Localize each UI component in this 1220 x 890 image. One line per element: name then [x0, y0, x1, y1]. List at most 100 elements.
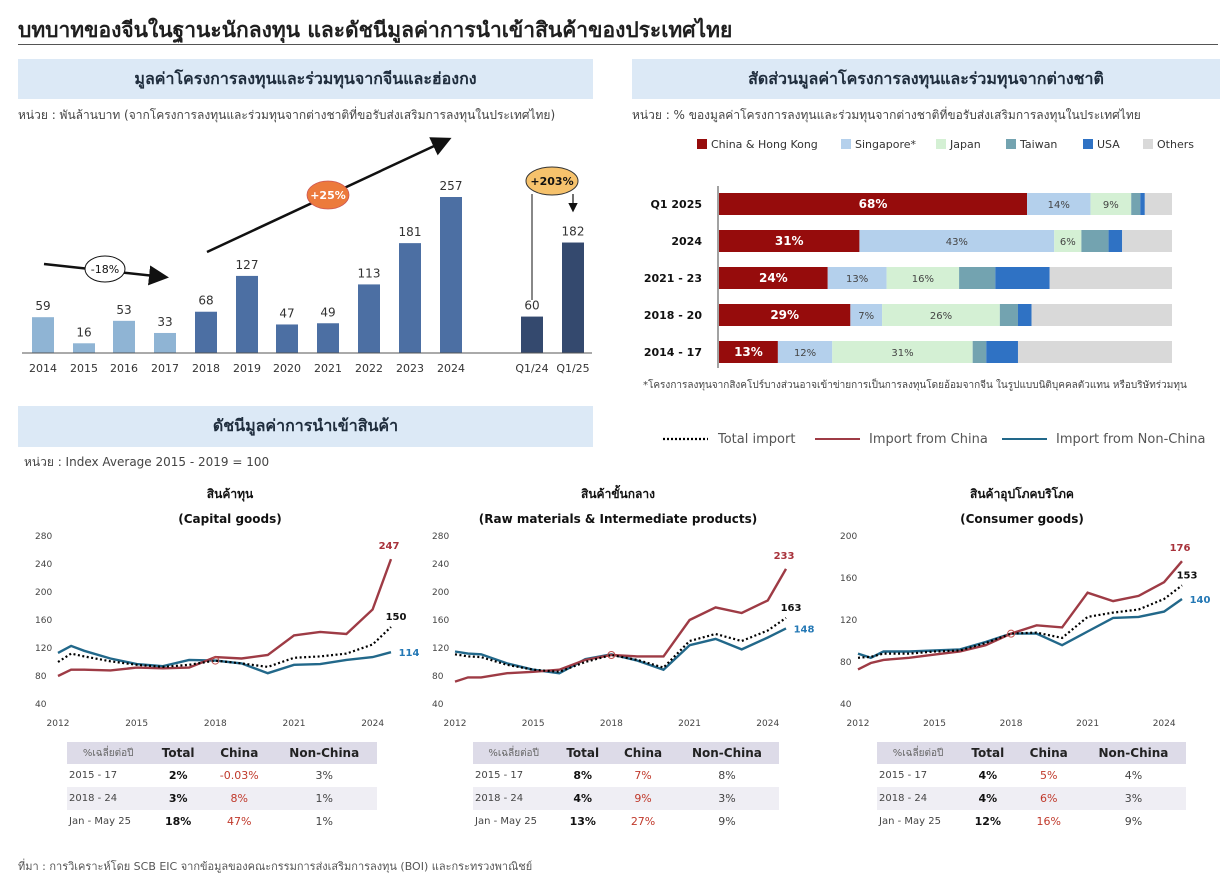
growth-table-header: Non-China: [1080, 742, 1186, 764]
growth-table-cell: 2015 - 17: [475, 770, 524, 781]
growth-table-cell: 27%: [630, 815, 656, 828]
bar-category-label: Q1/25: [556, 362, 589, 375]
table-row: 2015 - 17 4% 5% 4%: [877, 764, 1186, 787]
bar-category-label: Q1/24: [515, 362, 548, 375]
investment-heading: มูลค่าโครงการลงทุนและร่วมทุนจากจีนและฮ่อ…: [18, 59, 593, 99]
growth-table-cell: 3%: [315, 769, 333, 782]
bar-2017: [154, 332, 176, 353]
growth-table-cell: 3%: [1080, 787, 1186, 810]
table-row: Jan - May 25 12% 16% 9%: [877, 810, 1186, 833]
bar-2019: [236, 275, 258, 353]
bar-category-label: 2015: [70, 362, 98, 375]
growth-table-header: Total: [959, 742, 1017, 764]
growth-table-header: China: [611, 742, 675, 764]
bar-category-label: 2022: [355, 362, 383, 375]
growth-table-cell: 3%: [149, 787, 207, 810]
growth-table-cell: 2018 - 24: [473, 787, 555, 810]
growth-table-header: China: [1016, 742, 1081, 764]
bar-value-label: 257: [440, 179, 463, 193]
growth-table-cell: 2015 - 17: [69, 770, 118, 781]
growth-table-cell: 5%: [1039, 769, 1058, 782]
bar-2024: [440, 197, 462, 353]
bar-value-label: 127: [236, 258, 259, 272]
table-row: Jan - May 25 18% 47% 1%: [67, 810, 377, 833]
growth-table-cell: 13%: [569, 815, 596, 828]
bar-category-label: 2016: [110, 362, 138, 375]
growth-table-cell: 9%: [1124, 815, 1143, 828]
growth-table-cell: 2018 - 24: [877, 787, 960, 810]
share-footnote: *โครงการลงทุนจากสิงคโปร์บางส่วนอาจเข้าข่…: [643, 380, 1187, 391]
growth-table-cell: 47%: [227, 815, 252, 828]
growth-table-cell: 3%: [674, 787, 779, 810]
bar-2021: [317, 323, 339, 353]
growth-table-header: %เฉลี่ยต่อปี: [473, 742, 555, 764]
growth-table-header: Total: [149, 742, 207, 764]
growth-table-cell: 6%: [1016, 787, 1081, 810]
decline-bubble: [84, 255, 126, 283]
growth-table-consumer: %เฉลี่ยต่อปี Total China Non-China 2015 - 17…: [877, 742, 1186, 833]
q1-growth-bubble: [525, 166, 579, 196]
q1-growth-label: +203%: [530, 175, 573, 188]
growth-table-cell: 8%: [207, 787, 272, 810]
growth-table-cell: 4%: [959, 787, 1017, 810]
bar-value-label: 16: [76, 325, 91, 339]
bar-category-label: 2024: [437, 362, 465, 375]
title-divider: [18, 44, 1218, 45]
bar-category-label: 2019: [233, 362, 261, 375]
table-row: 2018 - 24 4% 6% 3%: [877, 787, 1186, 810]
bar-Q1/25: [562, 242, 584, 353]
table-row: 2018 - 24 3% 8% 1%: [67, 787, 377, 810]
bar-value-label: 49: [320, 305, 335, 319]
bar-value-label: 53: [116, 303, 131, 317]
growth-table-cell: 2018 - 24: [67, 787, 150, 810]
growth-table-cell: Jan - May 25: [879, 816, 941, 827]
bar-2014: [32, 317, 54, 353]
source-note: ที่มา : การวิเคราะห์โดย SCB EIC จากข้อมู…: [18, 860, 533, 873]
bar-value-label: 60: [524, 299, 539, 313]
bar-category-label: 2020: [273, 362, 301, 375]
share-unit: หน่วย : % ของมูลค่าโครงการลงทุนและร่วมทุ…: [632, 108, 1141, 122]
growth-table-cell: 8%: [573, 769, 593, 782]
bar-2022: [358, 284, 380, 353]
bar-category-label: 2014: [29, 362, 57, 375]
growth-table-cell: Jan - May 25: [475, 816, 537, 827]
bar-value-label: 181: [399, 225, 422, 239]
growth-table-cell: 1%: [271, 787, 377, 810]
bar-category-label: 2023: [396, 362, 424, 375]
growth-label: +25%: [310, 189, 346, 202]
growth-table-header: %เฉลี่ยต่อปี: [877, 742, 960, 764]
growth-table-cell: 4%: [1124, 769, 1143, 782]
bar-2018: [195, 311, 217, 353]
decline-label: -18%: [91, 263, 119, 276]
growth-table-cell: 9%: [718, 815, 736, 828]
import-unit: หน่วย : Index Average 2015 - 2019 = 100: [24, 455, 270, 469]
growth-table-cell: 4%: [554, 787, 612, 810]
bar-value-label: 33: [157, 315, 172, 329]
growth-table-cell: 4%: [978, 769, 998, 782]
page-title: บทบาทของจีนในฐานะนักลงทุน และดัชนีมูลค่า…: [18, 18, 733, 42]
table-row: Jan - May 25 13% 27% 9%: [473, 810, 779, 833]
growth-table-cell: 9%: [611, 787, 675, 810]
growth-table-header: %เฉลี่ยต่อปี: [67, 742, 150, 764]
bar-value-label: 68: [198, 294, 213, 308]
table-row: 2015 - 17 2% -0.03% 3%: [67, 764, 377, 787]
growth-table-cell: 2%: [168, 769, 188, 782]
bar-value-label: 47: [279, 306, 294, 320]
bar-2016: [113, 320, 135, 353]
growth-bubble: [306, 180, 350, 210]
bar-value-label: 182: [562, 225, 585, 239]
bar-2020: [276, 324, 298, 353]
investment-unit: หน่วย : พันล้านบาท (จากโครงการลงทุนและร่…: [18, 108, 556, 122]
growth-table-header: Non-China: [674, 742, 779, 764]
bar-2023: [399, 243, 421, 353]
bar-category-label: 2017: [151, 362, 179, 375]
bar-2015: [73, 343, 95, 353]
growth-table-cell: 18%: [165, 815, 192, 828]
bar-value-label: 113: [358, 266, 381, 280]
bar-Q1/24: [521, 316, 543, 353]
growth-table-cell: 2015 - 17: [879, 770, 928, 781]
growth-table-cell: 12%: [974, 815, 1001, 828]
growth-table-cell: Jan - May 25: [69, 816, 131, 827]
import-heading: ดัชนีมูลค่าการนำเข้าสินค้า: [18, 406, 593, 447]
